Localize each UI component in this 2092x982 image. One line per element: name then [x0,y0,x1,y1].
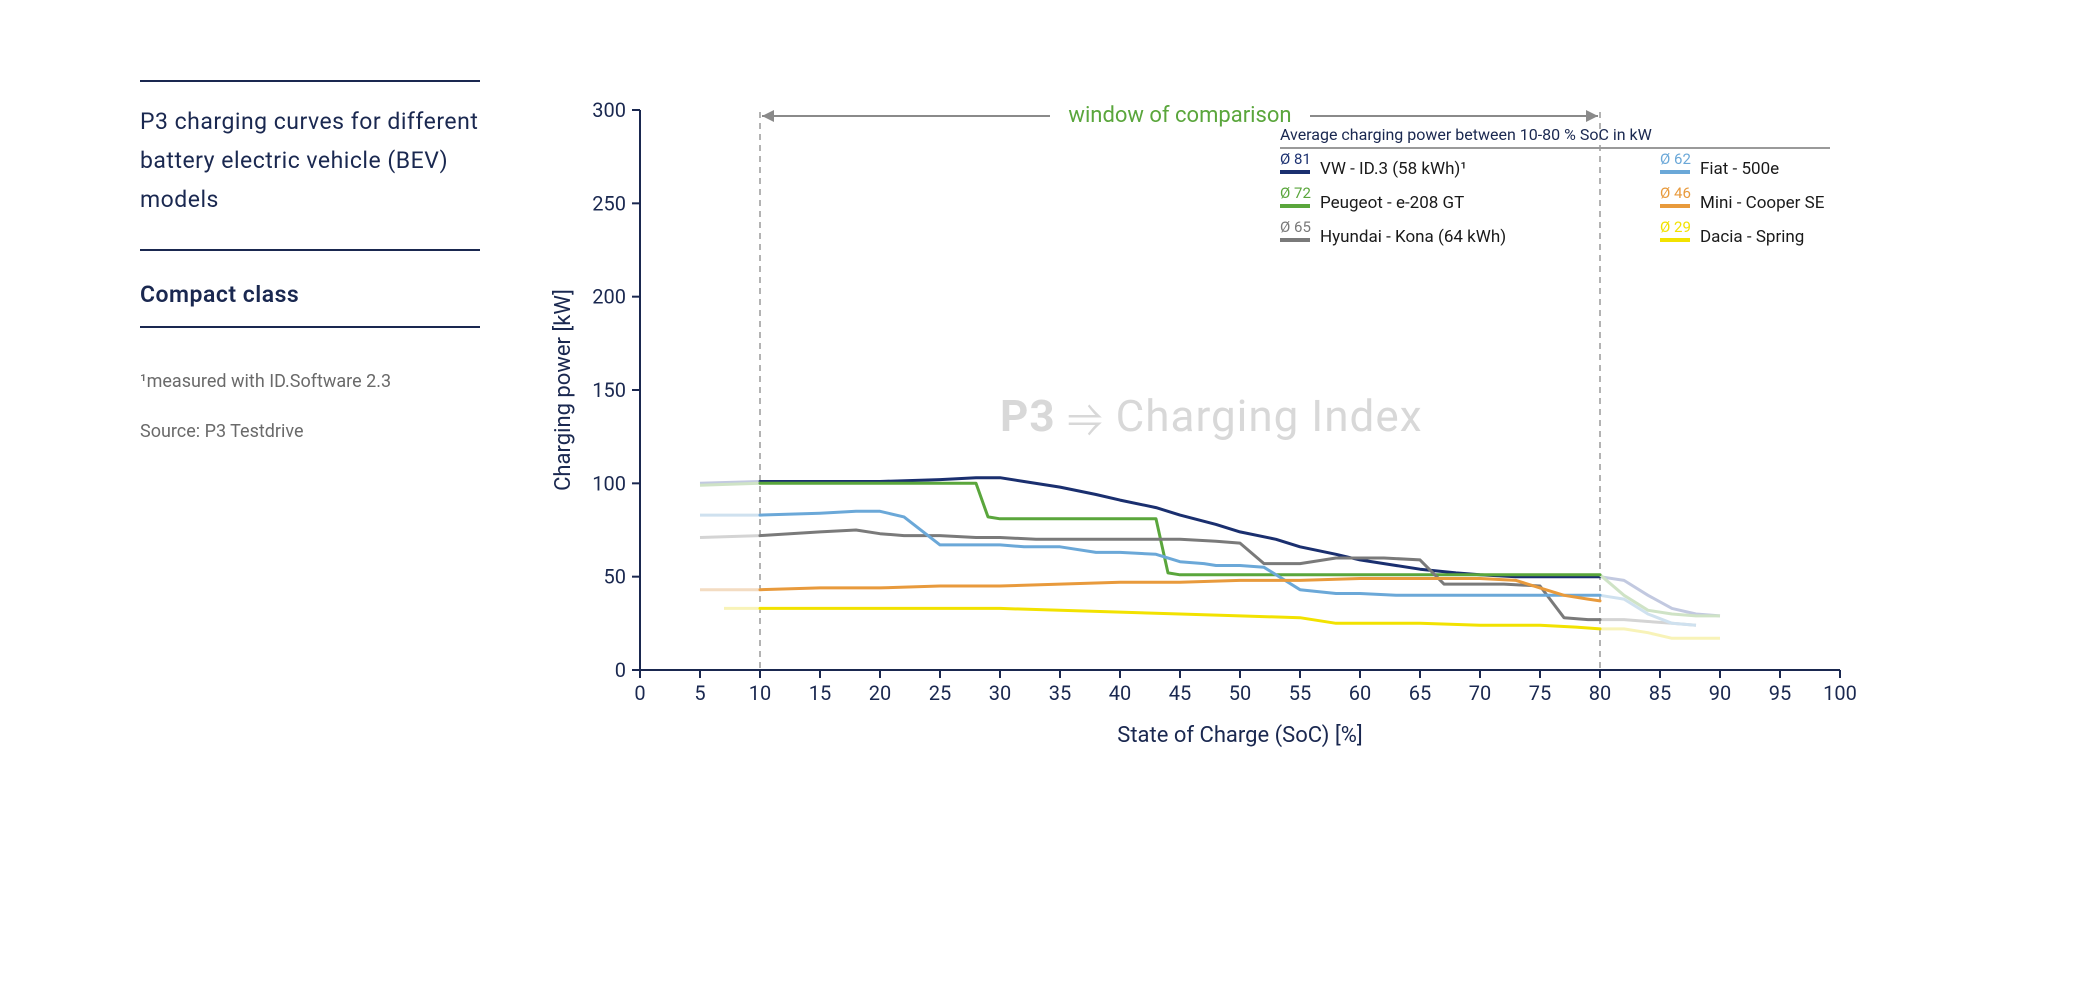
chart-title: P3 charging curves for different battery… [140,102,480,219]
legend-avg: Ø 65 [1280,218,1311,236]
y-tick-label: 50 [604,565,626,589]
legend-label: Fiat - 500e [1700,159,1779,179]
legend-avg: Ø 62 [1660,150,1691,168]
y-tick-label: 100 [592,471,626,495]
sidebar: P3 charging curves for different battery… [140,80,520,942]
series-dacia-spring [760,608,1600,629]
y-tick-label: 300 [592,98,626,122]
legend-swatch [1280,238,1310,242]
legend-avg: Ø 81 [1280,150,1311,168]
legend-swatch [1660,238,1690,242]
sidebar-rule-mid-top [140,249,480,251]
line-chart: 0 50 100 150 200 250 300 0 5 10 15 20 25 30 35 40 45 50 55… [520,80,1920,780]
arrowhead-right-icon [1586,110,1598,122]
series-hyundai-kona-inactive [700,536,760,538]
legend-item-peugeot-e208: Ø 72 Peugeot - e-208 GT [1280,184,1464,213]
x-tick-label: 75 [1529,681,1551,705]
legend-label: Hyundai - Kona (64 kWh) [1320,227,1506,247]
footnote: ¹measured with ID.Software 2.3 [140,368,480,397]
sidebar-rule-mid-bot [140,326,480,328]
legend-item-dacia-spring: Ø 29 Dacia - Spring [1660,218,1804,247]
legend: Average charging power between 10-80 % S… [1280,125,1830,247]
y-tick-label: 200 [592,285,626,309]
series-peugeot-e208-inactive [700,483,760,485]
arrowhead-left-icon [762,110,774,122]
legend-item-vw-id3: Ø 81 VW - ID.3 (58 kWh)¹ [1280,150,1467,179]
x-tick-label: 15 [809,681,831,705]
x-tick-label: 65 [1409,681,1431,705]
x-tick-label: 60 [1349,681,1371,705]
legend-swatch [1280,204,1310,208]
x-axis-label: State of Charge (SoC) [%] [1117,723,1362,748]
x-tick-label: 100 [1823,681,1857,705]
y-axis-label: Charging power [kW] [551,289,576,491]
x-tick-label: 70 [1469,681,1491,705]
series-vw-id3-inactive [1600,577,1720,616]
x-tick-label: 30 [989,681,1011,705]
series-mini-cooper-se [760,579,1600,601]
x-tick-label: 10 [749,681,771,705]
y-tick-label: 0 [615,658,626,682]
x-tick-label: 0 [634,681,645,705]
x-tick-label: 55 [1289,681,1311,705]
legend-swatch [1660,204,1690,208]
x-tick-label: 45 [1169,681,1191,705]
x-tick-label: 50 [1229,681,1251,705]
sidebar-rule-top [140,80,480,82]
x-tick-label: 90 [1709,681,1731,705]
y-tick-label: 150 [592,378,626,402]
legend-label: Peugeot - e-208 GT [1320,193,1464,213]
legend-label: Dacia - Spring [1700,227,1804,247]
legend-label: VW - ID.3 (58 kWh)¹ [1320,159,1467,179]
chart-subtitle: Compact class [140,281,480,308]
x-tick-label: 85 [1649,681,1671,705]
legend-item-mini-cooper-se: Ø 46 Mini - Cooper SE [1660,184,1825,213]
series-dacia-spring-inactive [1600,629,1720,638]
legend-avg: Ø 72 [1280,184,1311,202]
x-tick-label: 5 [694,681,705,705]
legend-avg: Ø 29 [1660,218,1691,236]
x-tick-label: 35 [1049,681,1071,705]
x-tick-label: 95 [1769,681,1791,705]
legend-label: Mini - Cooper SE [1700,193,1825,213]
x-tick-label: 25 [929,681,951,705]
source-label: Source: P3 Testdrive [140,421,480,442]
chart-area: P3 ⥤ Charging Index 05010015020025030005… [520,80,2032,942]
comparison-window-label: window of comparison [1068,103,1291,128]
x-tick-label: 20 [869,681,891,705]
legend-swatch [1280,170,1310,174]
legend-item-hyundai-kona: Ø 65 Hyundai - Kona (64 kWh) [1280,218,1506,247]
x-tick-label: 80 [1589,681,1611,705]
y-tick-label: 250 [592,191,626,215]
x-tick-label: 40 [1109,681,1131,705]
legend-item-fiat-500e: Ø 62 Fiat - 500e [1660,150,1779,179]
legend-swatch [1660,170,1690,174]
legend-avg: Ø 46 [1660,184,1691,202]
legend-title: Average charging power between 10-80 % S… [1280,125,1652,144]
